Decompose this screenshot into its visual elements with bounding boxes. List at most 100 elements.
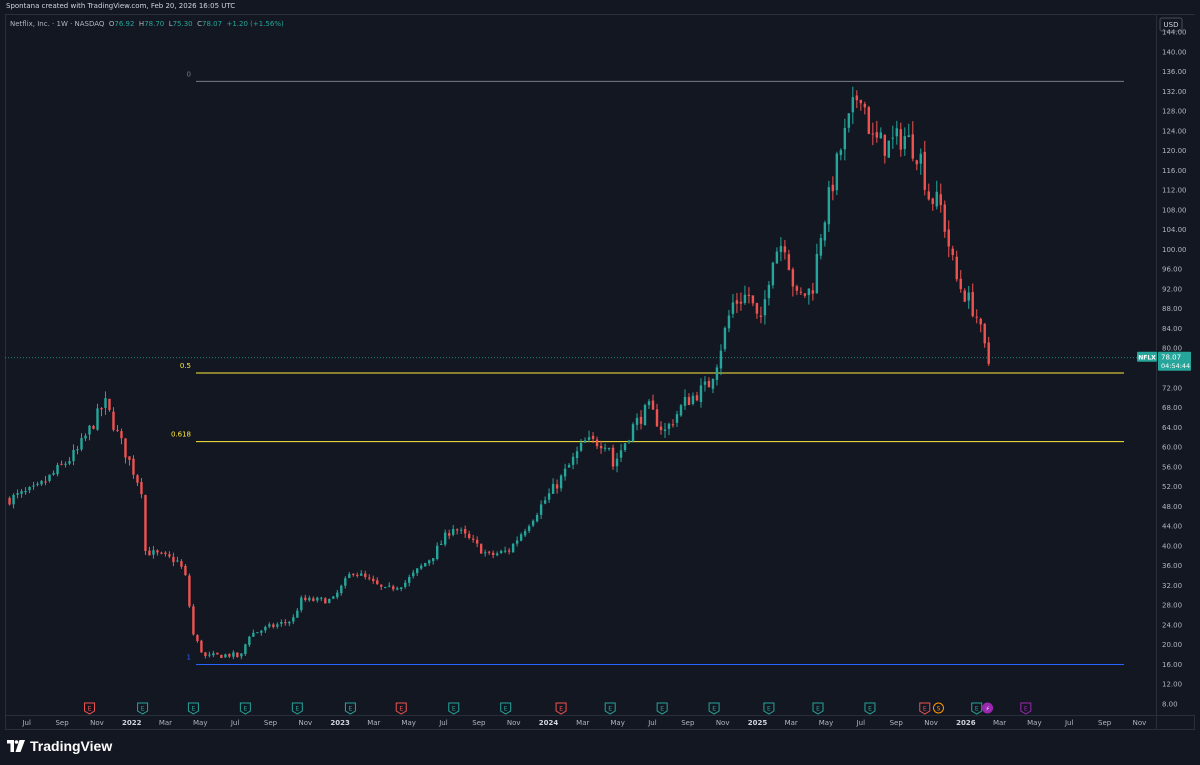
earnings-event-icon[interactable]: E (137, 702, 149, 715)
candle-body (575, 451, 579, 459)
candle-body (955, 256, 958, 280)
event-marker-badge (344, 702, 356, 715)
symbol-legend: Netflix, Inc. · 1W · NASDAQ O76.92 H78.7… (10, 20, 284, 28)
candle-body (292, 617, 295, 622)
earnings-event-icon[interactable]: E (555, 702, 567, 715)
candle-body (84, 435, 87, 439)
price-chart[interactable]: 0 0.5 0.618 1 E E E E E E E E E E E E E E E E E S E ⚡ E USD 8.00… (0, 0, 1200, 731)
candle-body (587, 437, 591, 440)
candle-body (320, 597, 323, 599)
candle-body (927, 191, 930, 200)
earnings-event-icon[interactable]: S (932, 702, 944, 714)
candle-body (459, 529, 463, 531)
candle-body (811, 290, 815, 294)
earnings-event-icon[interactable]: E (500, 702, 512, 715)
earnings-event-icon[interactable]: E (812, 702, 824, 715)
price-tick-label: 56.00 (1162, 463, 1182, 471)
price-tick-label: 84.00 (1162, 325, 1182, 333)
event-markers[interactable]: E E E E E E E E E E E E E E E E E S E ⚡ E (83, 702, 1032, 715)
candle-body (747, 294, 751, 296)
event-marker-letter: E (141, 706, 145, 713)
earnings-event-icon[interactable]: E (763, 702, 775, 715)
candle-body (60, 463, 63, 465)
candle-body (280, 622, 283, 624)
earnings-event-icon[interactable]: E (395, 702, 407, 715)
candle-body (340, 585, 343, 594)
earnings-event-icon[interactable]: E (448, 702, 460, 715)
candle-body (515, 540, 519, 544)
earnings-event-icon[interactable]: E (344, 702, 356, 715)
candle-body (787, 254, 791, 270)
earnings-event-icon[interactable]: E (708, 702, 720, 715)
candle-body (352, 573, 355, 575)
candle-body (467, 533, 471, 539)
time-axis[interactable]: Jul Sep Nov 2022 Mar May Jul Sep Nov 2023 Mar May Ju… (21, 719, 1146, 727)
candle-body (867, 107, 871, 134)
candle-body (16, 493, 19, 495)
open-label: O (108, 20, 115, 28)
candle-body (639, 416, 643, 424)
earnings-event-icon[interactable]: ⚡ (982, 702, 994, 714)
candle-body (224, 654, 227, 658)
time-tick-label: Jul (647, 719, 657, 727)
price-tick-label: 20.00 (1162, 641, 1182, 649)
candle-body (571, 456, 575, 465)
tradingview-logo[interactable]: TradingView (7, 738, 112, 754)
candle-body (184, 565, 187, 576)
candle-body (863, 103, 867, 108)
candle-body (631, 424, 635, 442)
event-marker-letter: E (868, 706, 872, 713)
earnings-event-icon[interactable]: E (83, 702, 95, 715)
candle-body (947, 229, 950, 247)
price-tick-label: 112.00 (1162, 187, 1187, 195)
candle-body (252, 632, 255, 637)
price-tick-label: 80.00 (1162, 345, 1182, 353)
price-tick-label: 68.00 (1162, 404, 1182, 412)
time-tick-label: Nov (90, 719, 104, 727)
event-marker-letter: E (816, 706, 820, 713)
candle-body (715, 367, 719, 380)
candle-body (392, 586, 395, 590)
time-tick-label: 2022 (122, 719, 142, 727)
candle-body (667, 423, 671, 429)
fibonacci-retracement[interactable]: 0 0.5 0.618 1 (171, 70, 1124, 665)
earnings-event-icon[interactable]: E (656, 702, 668, 715)
earnings-event-icon[interactable]: E (864, 702, 876, 715)
candle-body (931, 198, 934, 204)
candle-body (32, 485, 35, 487)
open-value: 76.92 (114, 20, 135, 28)
candle-body (268, 624, 271, 627)
earnings-event-icon[interactable]: E (919, 702, 931, 715)
currency-button[interactable] (1159, 17, 1183, 32)
candle-body (687, 397, 691, 406)
candle-body (911, 134, 914, 159)
event-marker-badge (83, 702, 95, 715)
candle-body (356, 574, 359, 576)
price-axis[interactable]: USD 8.00 12.00 16.00 20.00 24.00 28.00 32.00 36.… (1159, 17, 1187, 709)
candle-body (491, 552, 495, 555)
event-marker-letter: E (559, 706, 563, 713)
event-marker-badge (239, 702, 251, 715)
candle-body (627, 440, 631, 443)
candle-body (559, 475, 563, 489)
candle-body (152, 550, 155, 555)
earnings-event-icon[interactable]: E (291, 702, 303, 715)
earnings-event-icon[interactable]: E (1020, 702, 1032, 715)
footer (0, 731, 1200, 765)
candle-body (847, 113, 851, 128)
price-tick-label: 144.00 (1162, 29, 1187, 37)
candle-body (691, 395, 695, 404)
candle-body (539, 504, 543, 515)
event-marker-badge (656, 702, 668, 715)
earnings-event-icon[interactable]: E (971, 702, 983, 715)
earnings-event-icon[interactable]: E (239, 702, 251, 715)
candle-body (719, 350, 723, 369)
event-marker-letter: E (243, 706, 247, 713)
candle-body (771, 262, 775, 286)
symbol-title[interactable]: Netflix, Inc. · 1W · NASDAQ (10, 20, 105, 28)
candle-body (124, 438, 127, 458)
earnings-event-icon[interactable]: E (604, 702, 616, 715)
candle-body (396, 588, 399, 590)
earnings-event-icon[interactable]: E (187, 702, 199, 715)
